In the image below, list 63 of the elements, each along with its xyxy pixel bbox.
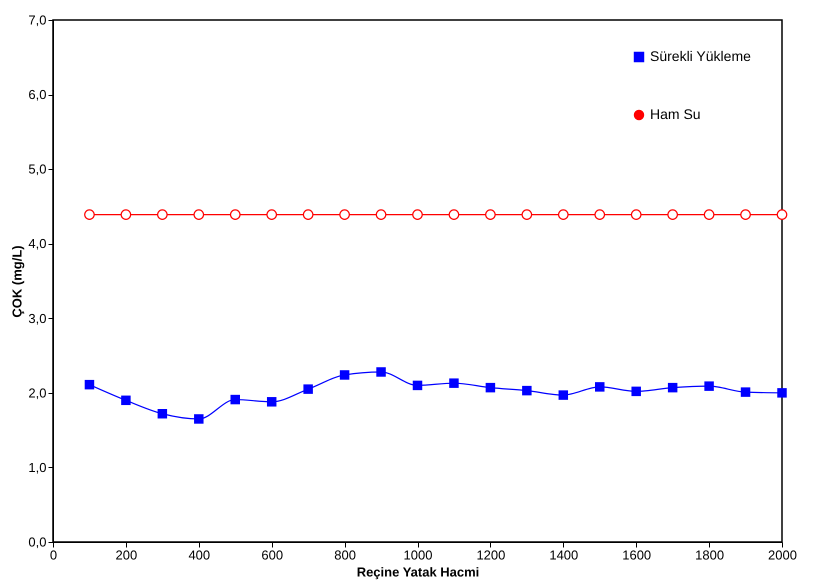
point <box>485 209 496 220</box>
x-tick-label: 600 <box>261 548 284 562</box>
point <box>303 384 313 394</box>
y-tick-label: 5,0 <box>28 162 46 177</box>
y-axis-title: ÇOK (mg/L) <box>9 245 24 318</box>
point <box>339 209 350 220</box>
legend-label: Ham Su <box>650 106 701 122</box>
x-tick-label: 1800 <box>695 548 724 562</box>
point <box>630 209 642 220</box>
point <box>704 381 714 391</box>
point <box>340 370 350 380</box>
x-tick-label: 800 <box>334 548 356 562</box>
point <box>266 209 278 220</box>
point <box>412 380 422 390</box>
point <box>120 209 132 220</box>
point <box>302 209 314 220</box>
point <box>704 209 714 220</box>
y-tick-label: 1,0 <box>28 460 46 475</box>
point <box>594 209 606 220</box>
point <box>448 209 460 220</box>
y-tick-label: 4,0 <box>28 236 46 252</box>
point <box>84 209 95 220</box>
point <box>230 209 241 220</box>
x-tick-label: 2000 <box>768 548 797 562</box>
legend-label: Sürekli Yükleme <box>650 48 752 64</box>
point <box>595 382 604 392</box>
point <box>376 209 386 220</box>
point <box>558 390 568 400</box>
point <box>740 209 751 220</box>
point <box>266 397 276 407</box>
x-tick-label: 1600 <box>622 548 652 562</box>
x-tick-label: 1000 <box>404 548 432 562</box>
point <box>193 209 204 220</box>
point <box>558 209 569 220</box>
point <box>449 378 459 388</box>
point <box>230 394 240 404</box>
y-tick-label: 0,0 <box>28 534 46 550</box>
point <box>158 408 168 418</box>
point <box>667 209 678 220</box>
point <box>121 396 131 406</box>
x-tick-label: 400 <box>188 548 210 562</box>
point <box>777 388 787 398</box>
x-tick-label: 200 <box>116 548 138 562</box>
point <box>522 209 532 220</box>
point <box>194 414 204 424</box>
point <box>84 380 94 390</box>
y-tick-label: 2,0 <box>28 385 46 400</box>
x-axis-title: Reçine Yatak Hacmi <box>356 564 480 580</box>
point <box>776 209 788 220</box>
point <box>157 209 168 220</box>
point <box>412 209 423 220</box>
x-tick-label: 1400 <box>549 548 578 562</box>
y-tick-label: 7,0 <box>28 12 46 28</box>
point <box>376 367 386 377</box>
point <box>486 382 496 392</box>
point <box>740 387 750 397</box>
point <box>522 386 532 396</box>
point <box>631 386 641 396</box>
point <box>668 382 678 392</box>
x-tick-label: 1200 <box>476 548 506 562</box>
y-tick-label: 6,0 <box>28 87 46 102</box>
x-tick-label: 0 <box>50 548 58 562</box>
y-tick-label: 3,0 <box>28 310 46 326</box>
